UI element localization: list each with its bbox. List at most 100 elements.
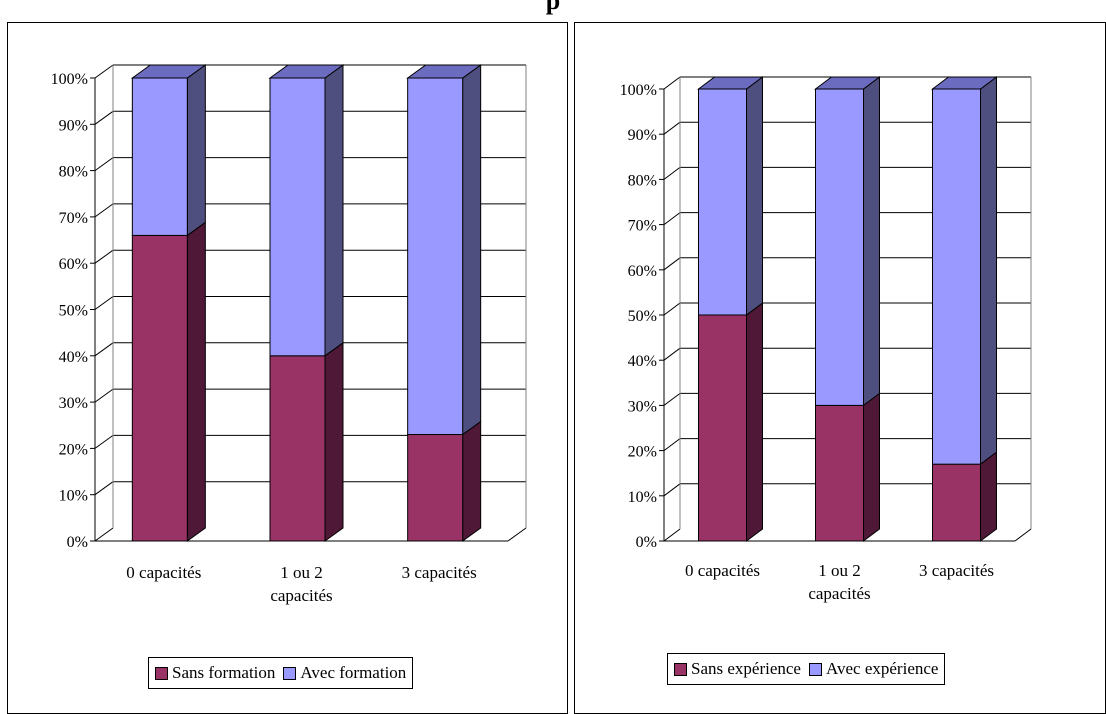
wall-diagonal bbox=[94, 342, 114, 357]
bar-0-2 bbox=[407, 434, 464, 542]
bar-1-0 bbox=[698, 88, 747, 316]
wall-diagonal bbox=[94, 481, 114, 496]
wall-diagonal bbox=[94, 157, 114, 172]
bar-top-1 bbox=[814, 76, 881, 90]
bar-side-0-1 bbox=[324, 341, 344, 542]
bar-0-1 bbox=[269, 355, 326, 542]
y-tick-label: 40% bbox=[59, 349, 88, 366]
legend-item-avec-experience: Avec expérience bbox=[808, 659, 939, 679]
wall-diagonal bbox=[94, 527, 114, 542]
chart-panel-experience: 0% 10% 20% 30% 40% 50% 60% 70% 80% 90% 100% 0 capac… bbox=[574, 22, 1106, 714]
chart-formation: 0% 10% 20% 30% 40% 50% 60% 70% 80% 90% 100% 0 capac… bbox=[51, 64, 527, 605]
legend-item-sans-experience: Sans expérience bbox=[674, 659, 801, 679]
bar-top-1 bbox=[268, 64, 345, 79]
chart-panel-formation: 0% 10% 20% 30% 40% 50% 60% 70% 80% 90% 100% 0 capac… bbox=[7, 22, 568, 714]
y-tick-label: 80% bbox=[59, 164, 88, 181]
bar-0-1 bbox=[815, 404, 864, 542]
legend-label-avec-experience: Avec expérience bbox=[825, 659, 939, 678]
bar-1-1 bbox=[269, 77, 326, 357]
wall-diagonal bbox=[94, 110, 114, 125]
y-tick-label: 0% bbox=[636, 534, 657, 551]
bar-side-1-2 bbox=[980, 76, 997, 466]
page-title: p bbox=[545, 0, 561, 15]
bar-top-0 bbox=[130, 64, 207, 79]
y-tick-label: 70% bbox=[59, 210, 88, 227]
wall-diagonal bbox=[663, 392, 681, 406]
legend-swatch-avec-formation bbox=[283, 666, 297, 680]
bar-side-0-0 bbox=[186, 221, 206, 542]
y-tick-label: 60% bbox=[59, 256, 88, 273]
legend-experience: Sans expérience Avec expérience bbox=[667, 653, 946, 685]
legend-label-sans-formation: Sans formation bbox=[172, 663, 276, 682]
bar-side-1-1 bbox=[863, 76, 880, 407]
wall-diagonal bbox=[94, 434, 114, 449]
wall-diagonal bbox=[663, 76, 681, 90]
bar-side-0-2 bbox=[462, 420, 482, 542]
y-tick-label: 100% bbox=[51, 71, 88, 88]
x-tick-label-0-0: 0 capacités bbox=[685, 561, 760, 580]
bar-0-0 bbox=[698, 314, 747, 542]
wall-diagonal bbox=[663, 121, 681, 135]
x-tick-label-1-0: 1 ou 2 bbox=[818, 561, 861, 580]
bar-1-1 bbox=[815, 88, 864, 406]
legend-label-avec-formation: Avec formation bbox=[300, 663, 407, 682]
bar-1-2 bbox=[932, 88, 981, 465]
legend-item-avec-formation: Avec formation bbox=[283, 663, 406, 683]
y-tick-label: 0% bbox=[67, 534, 88, 551]
legend-swatch-avec-experience bbox=[808, 662, 822, 676]
legend-formation: Sans formation Avec formation bbox=[148, 657, 414, 689]
y-tick-label: 50% bbox=[59, 303, 88, 320]
y-tick-label: 90% bbox=[59, 117, 88, 134]
wall-diagonal bbox=[94, 388, 114, 403]
wall-diagonal bbox=[94, 64, 114, 79]
wall-diagonal bbox=[663, 528, 681, 542]
y-tick-label: 100% bbox=[620, 82, 657, 99]
y-tick-label: 10% bbox=[628, 489, 657, 506]
y-tick-label: 20% bbox=[59, 441, 88, 458]
x-tick-label-0-0: 0 capacités bbox=[126, 563, 201, 582]
y-tick-label: 30% bbox=[628, 398, 657, 415]
bar-side-0-1 bbox=[863, 392, 880, 542]
x-tick-label-2-0: 3 capacités bbox=[402, 563, 477, 582]
legend-swatch-sans-formation bbox=[155, 666, 168, 680]
y-tick-label: 80% bbox=[628, 172, 657, 189]
bar-top-0 bbox=[697, 76, 764, 90]
legend-swatch-sans-experience bbox=[674, 662, 687, 676]
floor-right-edge bbox=[507, 527, 527, 542]
y-tick-label: 20% bbox=[628, 444, 657, 461]
y-tick-label: 90% bbox=[628, 127, 657, 144]
wall-diagonal bbox=[663, 438, 681, 452]
floor-right-edge bbox=[1014, 528, 1032, 542]
x-tick-label-1-1: capacités bbox=[270, 586, 332, 605]
wall-diagonal bbox=[94, 296, 114, 310]
chart-experience: 0% 10% 20% 30% 40% 50% 60% 70% 80% 90% 100% 0 capac… bbox=[620, 76, 1032, 603]
bar-side-0-2 bbox=[980, 451, 997, 542]
wall-diagonal bbox=[663, 302, 681, 316]
y-tick-label: 50% bbox=[628, 308, 657, 325]
x-tick-label-1-1: capacités bbox=[808, 584, 870, 603]
bar-1-0 bbox=[131, 77, 188, 236]
y-tick-label: 40% bbox=[628, 353, 657, 370]
y-tick-label: 60% bbox=[628, 263, 657, 280]
bar-side-1-0 bbox=[186, 64, 206, 237]
y-tick-label: 70% bbox=[628, 218, 657, 235]
bar-side-0-0 bbox=[746, 302, 763, 542]
wall-diagonal bbox=[663, 483, 681, 497]
bar-1-2 bbox=[407, 77, 464, 436]
x-tick-label-2-0: 3 capacités bbox=[919, 561, 994, 580]
legend-label-sans-experience: Sans expérience bbox=[691, 659, 801, 678]
bar-0-0 bbox=[131, 234, 188, 542]
wall-diagonal bbox=[663, 212, 681, 226]
y-tick-label: 30% bbox=[59, 395, 88, 412]
y-tick-label: 10% bbox=[59, 488, 88, 505]
x-tick-label-1-0: 1 ou 2 bbox=[280, 563, 323, 582]
bar-side-1-1 bbox=[324, 64, 344, 357]
wall-diagonal bbox=[94, 249, 114, 264]
bar-side-1-0 bbox=[746, 76, 763, 316]
bar-top-2 bbox=[931, 76, 998, 90]
legend-item-sans-formation: Sans formation bbox=[155, 663, 275, 683]
bar-0-2 bbox=[932, 463, 981, 542]
bar-side-1-2 bbox=[462, 64, 482, 436]
wall-diagonal bbox=[94, 203, 114, 218]
wall-diagonal bbox=[663, 347, 681, 361]
